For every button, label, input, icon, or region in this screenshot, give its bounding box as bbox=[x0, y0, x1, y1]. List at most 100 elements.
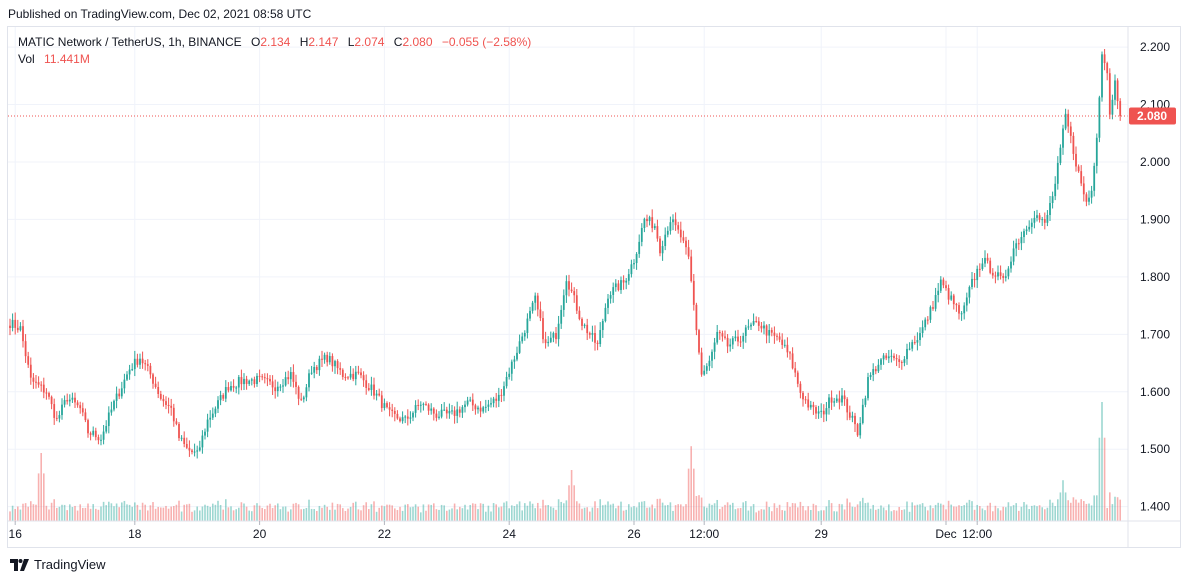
volume-bar bbox=[906, 501, 908, 521]
volume-bar bbox=[448, 509, 451, 521]
volume-bar bbox=[958, 505, 960, 521]
candle-body bbox=[219, 395, 222, 401]
volume-bar bbox=[534, 508, 536, 521]
volume-bar bbox=[989, 502, 991, 521]
volume-bar bbox=[875, 509, 877, 521]
x-tick-label: 18 bbox=[128, 527, 142, 541]
volume-bar bbox=[206, 505, 209, 521]
volume-bar bbox=[856, 504, 859, 521]
candle-body bbox=[386, 403, 388, 408]
volume-bar bbox=[612, 503, 614, 521]
candle-body bbox=[500, 394, 503, 396]
volume-bar bbox=[690, 446, 692, 521]
volume-bar bbox=[747, 510, 750, 521]
volume-bar bbox=[1044, 509, 1046, 521]
candle-body bbox=[895, 358, 898, 360]
candle-body bbox=[713, 342, 716, 352]
candle-body bbox=[625, 280, 628, 283]
candle-body bbox=[770, 330, 773, 333]
volume-bar bbox=[321, 507, 323, 521]
volume-bar bbox=[716, 499, 718, 521]
candle-body bbox=[27, 356, 30, 365]
volume-bar bbox=[682, 506, 685, 521]
volume-bar bbox=[383, 506, 386, 521]
volume-bar bbox=[687, 468, 690, 521]
volume-bar bbox=[48, 509, 50, 521]
volume-bar bbox=[693, 468, 695, 521]
volume-bar bbox=[404, 504, 406, 521]
candle-body bbox=[1051, 196, 1054, 203]
candle-body bbox=[237, 377, 240, 388]
volume-bar bbox=[1093, 495, 1095, 521]
candle-body bbox=[887, 356, 890, 359]
candle-body bbox=[464, 404, 466, 408]
candle-body bbox=[432, 408, 435, 414]
volume-bar bbox=[895, 510, 898, 521]
candle-body bbox=[48, 393, 50, 397]
candle-body bbox=[396, 413, 399, 419]
volume-bar bbox=[365, 502, 367, 521]
volume-bar bbox=[71, 507, 74, 521]
candle-body bbox=[669, 222, 672, 231]
volume-bar bbox=[955, 506, 958, 521]
candle-body bbox=[227, 387, 230, 391]
volume-bar bbox=[625, 509, 627, 521]
candle-body bbox=[1030, 222, 1033, 227]
y-tick-label: 1.400 bbox=[1140, 500, 1170, 514]
candle-body bbox=[565, 281, 568, 296]
volume-bar bbox=[607, 501, 609, 521]
candle-body bbox=[620, 280, 622, 291]
volume-bar bbox=[1049, 499, 1051, 521]
candle-body bbox=[97, 437, 100, 441]
volume-bar bbox=[487, 505, 490, 521]
volume-bar bbox=[308, 499, 310, 521]
volume-bar bbox=[755, 512, 757, 521]
candle-body bbox=[22, 326, 24, 342]
volume-bar bbox=[1057, 499, 1059, 521]
candle-body bbox=[978, 268, 981, 270]
volume-bar bbox=[219, 505, 222, 521]
candle-body bbox=[945, 285, 947, 289]
candle-body bbox=[778, 336, 781, 340]
volume-bar bbox=[136, 504, 139, 521]
candle-body bbox=[848, 412, 851, 418]
volume-bar bbox=[565, 500, 568, 521]
candle-body bbox=[557, 323, 560, 340]
candle-body bbox=[1038, 215, 1041, 220]
candle-body bbox=[856, 424, 859, 436]
volume-bar bbox=[547, 505, 549, 521]
candle-body bbox=[170, 405, 173, 408]
volume-bar bbox=[284, 506, 287, 521]
volume-bar bbox=[87, 503, 89, 521]
volume-bar bbox=[193, 510, 196, 521]
volume-bar bbox=[570, 470, 573, 521]
tradingview-brand[interactable]: TradingView bbox=[10, 557, 106, 572]
candle-body bbox=[851, 415, 854, 418]
candle-body bbox=[305, 387, 308, 398]
chart-frame[interactable] bbox=[7, 26, 1181, 548]
open-value: 2.134 bbox=[260, 35, 291, 49]
volume-bar bbox=[555, 509, 557, 521]
candle-body bbox=[243, 378, 245, 385]
volume-bar bbox=[378, 507, 380, 521]
candle-body bbox=[1064, 113, 1067, 129]
candle-body bbox=[581, 318, 583, 326]
volume-bar bbox=[391, 505, 393, 521]
candle-body bbox=[1028, 226, 1031, 230]
volume-bar bbox=[149, 505, 152, 521]
volume-bar bbox=[997, 508, 999, 521]
volume-bar bbox=[1025, 504, 1028, 521]
volume-bar bbox=[1064, 492, 1067, 521]
candle-body bbox=[820, 410, 823, 412]
candle-body bbox=[1090, 190, 1093, 198]
candle-body bbox=[123, 379, 126, 389]
candle-body bbox=[926, 319, 929, 321]
volume-bar bbox=[17, 506, 19, 521]
volume-bar bbox=[160, 507, 162, 521]
candle-body bbox=[1082, 183, 1085, 195]
candle-body bbox=[1059, 147, 1062, 163]
volume-bar bbox=[737, 508, 739, 521]
volume-bar bbox=[836, 511, 838, 521]
candle-body bbox=[92, 430, 95, 435]
